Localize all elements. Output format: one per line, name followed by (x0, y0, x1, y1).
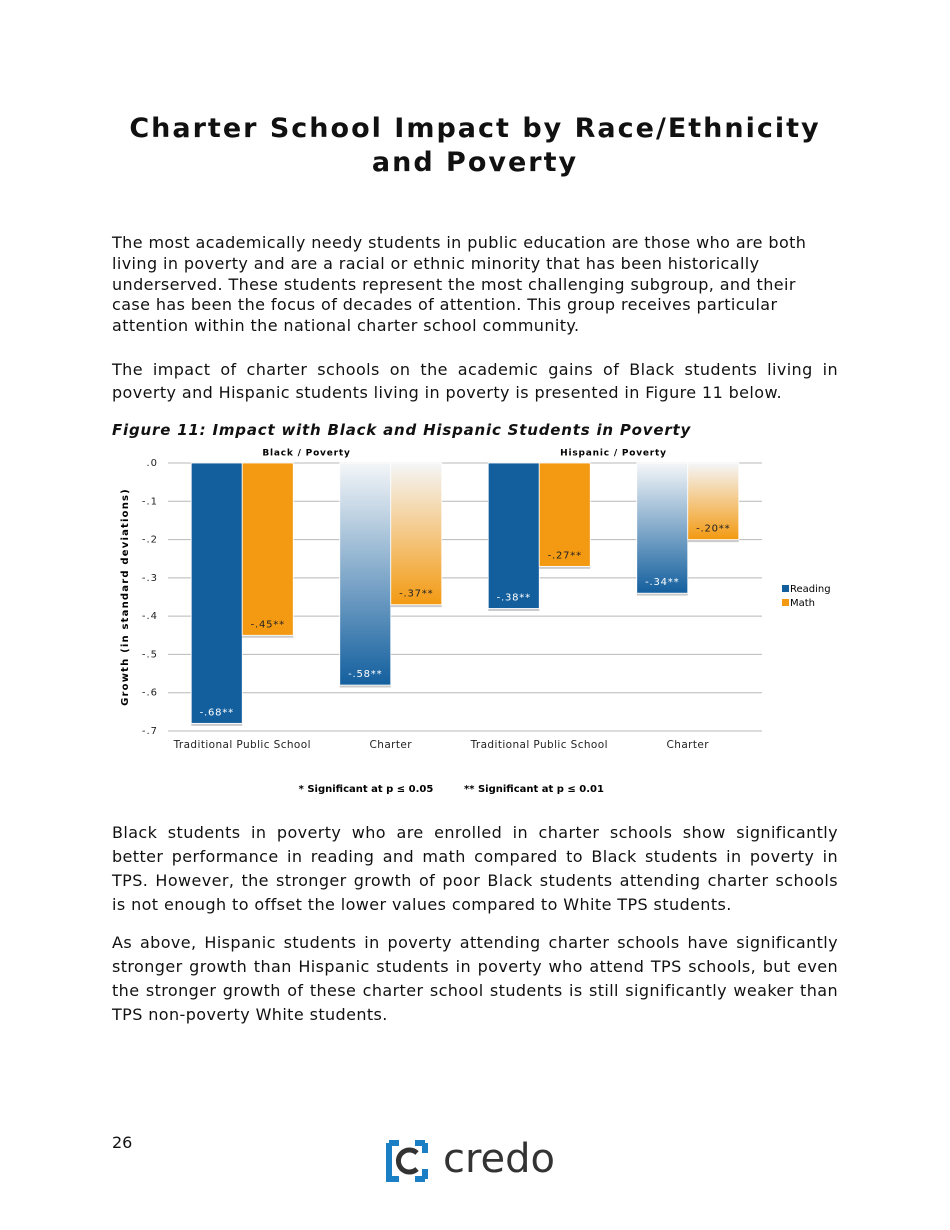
x-tick-label: Charter (370, 739, 413, 751)
value-label: -.27** (548, 550, 582, 561)
figure-caption: Figure 11: Impact with Black and Hispani… (112, 421, 692, 439)
legend-swatch (782, 599, 789, 606)
footnote: * Significant at p ≤ 0.05 (299, 784, 434, 795)
value-label: -.34** (645, 577, 679, 588)
x-tick-label: Charter (667, 739, 710, 751)
y-tick-label: -.6 (142, 688, 158, 699)
bar (487, 462, 540, 609)
value-label: -.37** (399, 589, 433, 600)
logo-bracket (386, 1140, 428, 1182)
legend-label: Reading (790, 584, 831, 595)
x-tick-label: Traditional Public School (173, 739, 311, 751)
page-number: 26 (112, 1133, 133, 1152)
page-title: Charter School Impact by Race/Ethnicity … (129, 113, 821, 178)
value-label: -.58** (348, 669, 382, 680)
paragraph: The most academically needy students in … (112, 233, 807, 336)
paragraph: As above, Hispanic students in poverty a… (112, 933, 838, 1024)
y-axis-title: Growth (in standard deviations) (120, 488, 131, 706)
value-label: -.68** (200, 707, 234, 718)
y-tick-label: -.1 (142, 496, 158, 507)
bar (687, 462, 740, 540)
bar (190, 462, 243, 724)
bar (538, 462, 591, 567)
chart: .0 -.1 -.2 -.3 -.4 -.5 -.6 -.7 Growth (in standa… (120, 449, 831, 796)
group-label: Black / Poverty (262, 449, 350, 459)
value-label: -.38** (497, 592, 531, 603)
y-tick-label: -.4 (142, 611, 158, 622)
y-tick-label: -.3 (142, 573, 158, 584)
y-tick-label: -.5 (142, 649, 158, 660)
legend-label: Math (790, 598, 815, 609)
value-label: -.20** (696, 524, 730, 535)
legend-swatch (782, 585, 789, 592)
logo-c (396, 1147, 419, 1175)
bar (241, 462, 294, 636)
logo-text: credo (443, 1136, 555, 1182)
x-tick-label: Traditional Public School (470, 739, 608, 751)
bar (636, 462, 689, 594)
bar (339, 462, 392, 686)
y-tick-label: -.7 (142, 726, 158, 737)
group-label: Hispanic / Poverty (560, 449, 667, 459)
paragraph: The impact of charter schools on the aca… (112, 360, 838, 402)
value-label: -.45** (251, 619, 285, 630)
y-tick-label: .0 (146, 458, 158, 469)
y-tick-label: -.2 (142, 535, 158, 546)
bar (390, 462, 443, 606)
paragraph: Black students in poverty who are enroll… (112, 823, 838, 914)
logo: credo (386, 1136, 555, 1182)
footnote: ** Significant at p ≤ 0.01 (464, 784, 604, 795)
